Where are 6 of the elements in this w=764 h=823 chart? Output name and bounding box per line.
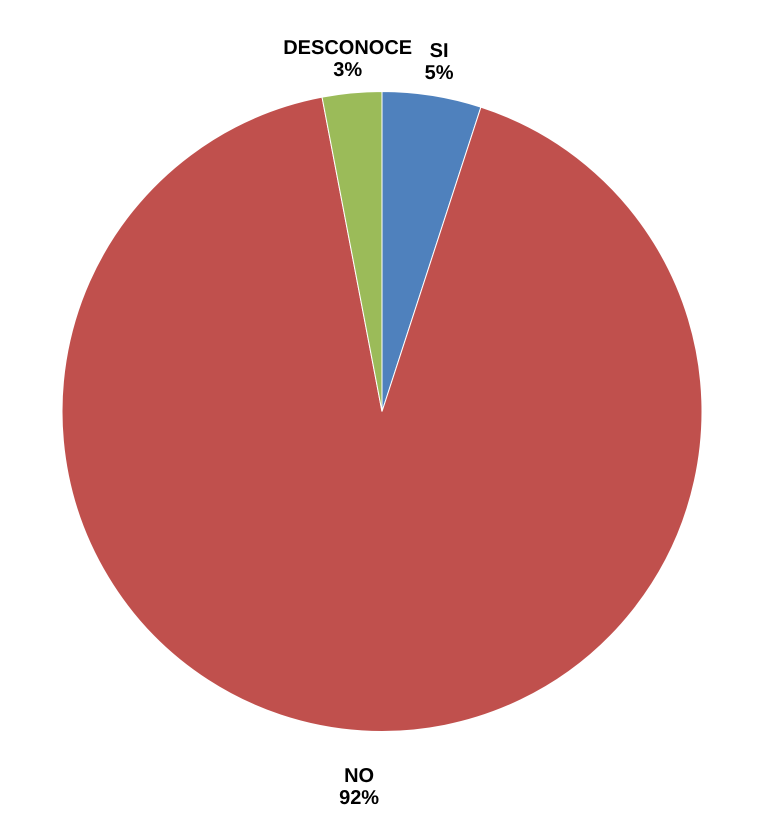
data-label: 3% [333,59,362,82]
slice-label: NO [344,764,374,787]
data-label: 5% [424,62,454,84]
data-label: 92% [339,786,380,809]
slice-label: DESCONOCE [283,37,412,60]
slice-label: SI [430,40,449,62]
